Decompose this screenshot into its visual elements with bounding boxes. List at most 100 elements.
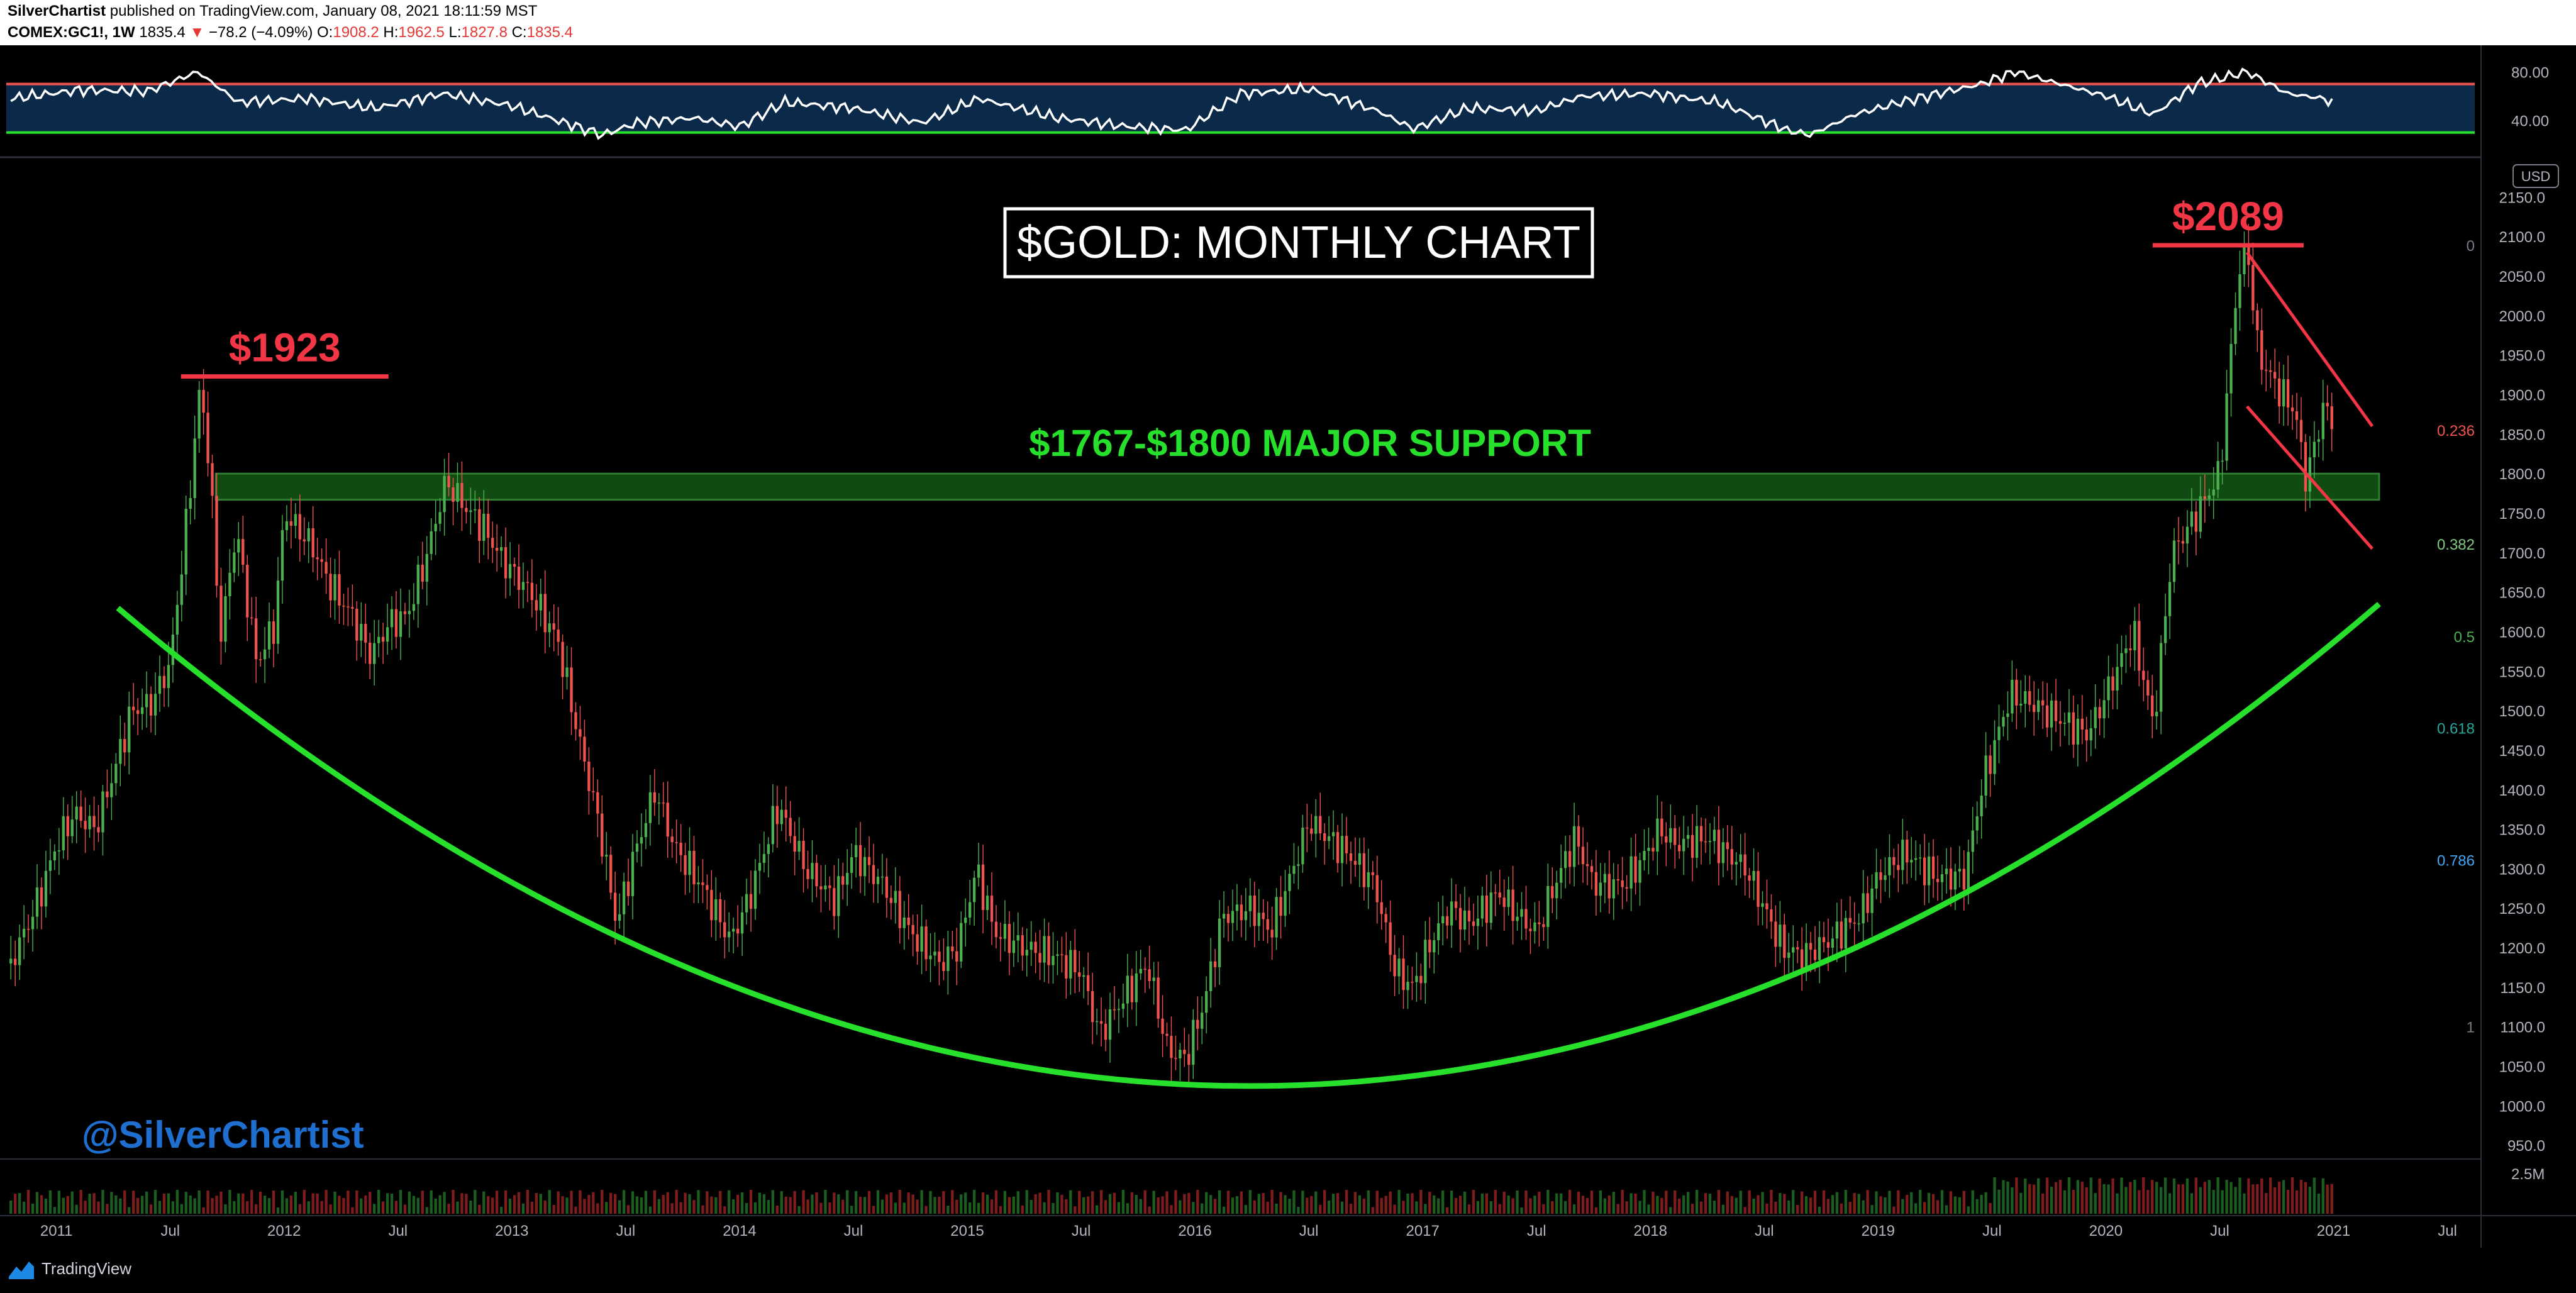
- volume-bar: [1884, 1197, 1887, 1214]
- volume-bar: [66, 1196, 69, 1214]
- brand-name[interactable]: TradingView: [42, 1259, 132, 1278]
- candle-body: [1546, 885, 1550, 928]
- candle-body: [626, 881, 630, 896]
- candle-body: [1813, 949, 1817, 960]
- volume-bar: [1730, 1196, 1733, 1214]
- candle-body: [53, 851, 57, 861]
- price-chart[interactable]: 80.00 40.00 2.5M $1767-$1800 MAJOR SUPPOR…: [0, 45, 2576, 1248]
- volume-bar: [2138, 1190, 2141, 1214]
- candle-body: [1643, 851, 1646, 860]
- candle-body: [557, 630, 560, 642]
- candles[interactable]: [9, 224, 2333, 1087]
- volume-bar: [1148, 1206, 1151, 1214]
- candle-body: [697, 882, 700, 885]
- volume-bar: [797, 1206, 801, 1214]
- volume-bar: [2321, 1178, 2324, 1214]
- candle-body: [2330, 406, 2333, 430]
- candle-body: [258, 659, 262, 660]
- candle-body: [460, 482, 464, 508]
- candle-body: [1804, 943, 1808, 968]
- candle-body: [1472, 921, 1475, 926]
- volume-bar: [1270, 1190, 1274, 1214]
- volume-bar: [1862, 1200, 1865, 1214]
- candle-body: [1870, 888, 1874, 913]
- tradingview-logo-icon[interactable]: [8, 1258, 35, 1280]
- volume-bar: [338, 1196, 341, 1214]
- volume-bar: [1397, 1190, 1401, 1214]
- volume-bar: [985, 1194, 989, 1214]
- volume-bar: [969, 1202, 972, 1214]
- volume-bar: [1327, 1201, 1331, 1214]
- candle-body: [688, 850, 691, 875]
- candle-body: [162, 675, 166, 689]
- volume-bar: [499, 1207, 503, 1214]
- candle-body: [320, 559, 323, 562]
- volume-bar: [1441, 1190, 1445, 1214]
- candle-body: [609, 855, 613, 893]
- volume-bar: [1284, 1195, 1287, 1214]
- author-watermark: @SilverChartist: [82, 1114, 364, 1156]
- y-tick-label: 1500.0: [2499, 703, 2545, 720]
- rsi-pane[interactable]: 80.00 40.00: [6, 64, 2549, 140]
- author-name[interactable]: SilverChartist: [8, 3, 106, 19]
- candle-body: [2225, 393, 2228, 461]
- rsi-line: [10, 67, 2333, 140]
- candle-body: [1192, 1019, 1195, 1065]
- volume-bar: [482, 1191, 486, 1214]
- candle-body: [399, 611, 402, 637]
- volume-bar: [1743, 1207, 1746, 1214]
- y-tick-label: 1950.0: [2499, 348, 2545, 365]
- volume-bar: [2203, 1182, 2206, 1214]
- candle-body: [280, 530, 284, 581]
- candle-body: [1074, 950, 1077, 972]
- volume-bar: [1721, 1204, 1724, 1214]
- candle-body: [1888, 857, 1891, 875]
- volume-bar: [2107, 1184, 2110, 1214]
- volume-bar: [1240, 1191, 1243, 1214]
- volume-bar: [140, 1196, 144, 1214]
- candle-body: [1349, 853, 1353, 861]
- volume-bar: [298, 1204, 301, 1214]
- volume-bar: [1494, 1190, 1497, 1214]
- candle-body: [1844, 918, 1847, 949]
- candle-body: [1279, 897, 1282, 916]
- candle-body: [2024, 691, 2027, 704]
- volume-bar: [2102, 1184, 2106, 1214]
- candle-body: [753, 870, 757, 909]
- volume-bar: [2085, 1187, 2088, 1214]
- candle-body: [1848, 918, 1852, 923]
- x-tick-label: Jul: [2210, 1223, 2229, 1240]
- x-tick-label: Jul: [388, 1223, 408, 1240]
- volume-bar: [311, 1193, 314, 1214]
- candle-body: [469, 510, 472, 513]
- low-value: 1827.8: [461, 24, 508, 41]
- candle-body: [2194, 511, 2198, 532]
- candle-body: [784, 809, 787, 818]
- candle-body: [2107, 676, 2110, 701]
- volume-bar: [1813, 1190, 1817, 1214]
- candle-body: [2015, 680, 2018, 706]
- volume-bar: [1726, 1191, 1729, 1214]
- candle-body: [153, 694, 157, 716]
- volume-bar: [1804, 1196, 1808, 1214]
- candle-body: [872, 865, 875, 884]
- candle-body: [797, 841, 801, 852]
- candle-body: [1818, 937, 1821, 960]
- candle-body: [1498, 892, 1501, 898]
- candle-body: [2243, 243, 2246, 274]
- candle-body: [1607, 874, 1611, 899]
- footer-bar: TradingView: [0, 1248, 2576, 1293]
- change-value: −78.2 (−4.09%): [208, 24, 313, 41]
- volume-bar: [1638, 1201, 1641, 1214]
- volume-bar: [145, 1191, 148, 1214]
- candle-body: [1113, 1009, 1116, 1011]
- candle-body: [233, 552, 236, 573]
- volume-bar: [1099, 1190, 1103, 1214]
- axes[interactable]: 950.0 1000.0 1050.0 1100.0 1150.0 1200.0 1250.…: [40, 164, 2559, 1240]
- volume-bar: [1069, 1190, 1072, 1214]
- candle-body: [587, 761, 591, 791]
- volume-bar: [1406, 1193, 1409, 1214]
- volume-bar: [2290, 1177, 2294, 1214]
- candle-body: [1502, 897, 1506, 907]
- candle-body: [1362, 853, 1366, 887]
